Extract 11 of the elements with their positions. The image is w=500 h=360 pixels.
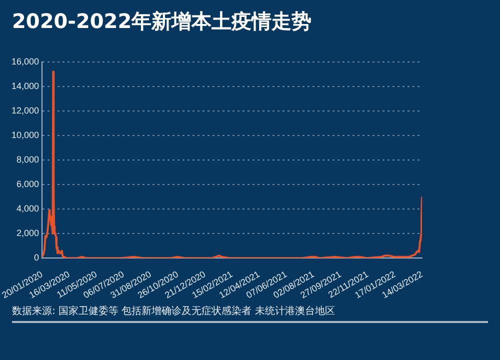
source-note: 数据来源: 国家卫健委等 包括新增确诊及无症状感染者 未统计港澳台地区 bbox=[12, 304, 335, 318]
y-tick-label: 16,000 bbox=[11, 56, 40, 66]
y-tick-label: 8,000 bbox=[16, 154, 40, 165]
y-tick-label: 0 bbox=[34, 252, 40, 263]
y-tick-label: 12,000 bbox=[11, 106, 40, 116]
y-tick-label: 4,000 bbox=[16, 204, 40, 214]
y-tick-label: 6,000 bbox=[16, 179, 40, 190]
y-tick-label: 14,000 bbox=[11, 81, 40, 91]
chart-title: 2020-2022年新增本土疫情走势 bbox=[12, 8, 312, 35]
y-tick-label: 10,000 bbox=[11, 130, 40, 140]
y-tick-label: 2,000 bbox=[16, 228, 40, 238]
